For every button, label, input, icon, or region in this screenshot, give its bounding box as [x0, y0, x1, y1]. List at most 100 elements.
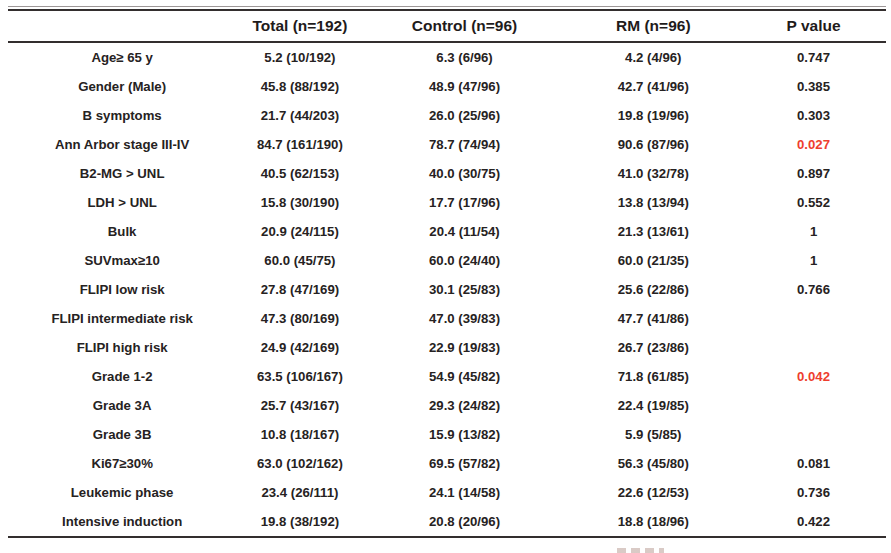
- cell-p: 0.552: [741, 188, 886, 217]
- cell-total: 63.5 (106/167): [236, 362, 363, 391]
- cell-total: 27.8 (47/169): [236, 275, 363, 304]
- cell-label: Grade 3A: [8, 391, 236, 420]
- cell-label: Grade 1-2: [8, 362, 236, 391]
- cell-total: 20.9 (24/115): [236, 217, 363, 246]
- table-row: Intensive induction19.8 (38/192)20.8 (20…: [8, 507, 886, 537]
- cell-label: LDH > UNL: [8, 188, 236, 217]
- cell-control: 78.7 (74/94): [364, 130, 566, 159]
- table-row: FLIPI low risk27.8 (47/169)30.1 (25/83)2…: [8, 275, 886, 304]
- cell-control: 20.8 (20/96): [364, 507, 566, 537]
- clipped-bottom-text-artifact: [617, 548, 664, 553]
- cell-total: 45.8 (88/192): [236, 72, 363, 101]
- cell-label: FLIPI intermediate risk: [8, 304, 236, 333]
- cell-control: 60.0 (24/40): [364, 246, 566, 275]
- cell-control: 17.7 (17/96): [364, 188, 566, 217]
- cell-rm: 41.0 (32/78): [566, 159, 742, 188]
- cell-p: 0.736: [741, 478, 886, 507]
- cell-p: 1: [741, 246, 886, 275]
- cell-control: 6.3 (6/96): [364, 42, 566, 72]
- cell-control: 26.0 (25/96): [364, 101, 566, 130]
- cell-total: 10.8 (18/167): [236, 420, 363, 449]
- cell-label: FLIPI high risk: [8, 333, 236, 362]
- clipped-table-title: Table 2 Baseline characteristics: [7, 0, 277, 5]
- cell-rm: 42.7 (41/96): [566, 72, 742, 101]
- cell-control: 30.1 (25/83): [364, 275, 566, 304]
- cell-rm: 18.8 (18/96): [566, 507, 742, 537]
- cell-rm: 25.6 (22/86): [566, 275, 742, 304]
- cell-total: 25.7 (43/167): [236, 391, 363, 420]
- cell-rm: 26.7 (23/86): [566, 333, 742, 362]
- cell-rm: 71.8 (61/85): [566, 362, 742, 391]
- top-rule-thin: [8, 6, 886, 7]
- cell-p: 0.027: [741, 130, 886, 159]
- cell-p: 0.766: [741, 275, 886, 304]
- header-control: Control (n=96): [364, 11, 566, 42]
- cell-control: 69.5 (57/82): [364, 449, 566, 478]
- cell-rm: 13.8 (13/94): [566, 188, 742, 217]
- cell-total: 19.8 (38/192): [236, 507, 363, 537]
- cell-rm: 5.9 (5/85): [566, 420, 742, 449]
- cell-p: 0.385: [741, 72, 886, 101]
- cell-label: SUVmax≥10: [8, 246, 236, 275]
- table-header: Total (n=192) Control (n=96) RM (n=96) P…: [8, 11, 886, 42]
- cell-total: 63.0 (102/162): [236, 449, 363, 478]
- cell-total: 23.4 (26/111): [236, 478, 363, 507]
- cell-total: 84.7 (161/190): [236, 130, 363, 159]
- cell-control: 22.9 (19/83): [364, 333, 566, 362]
- data-table: Total (n=192) Control (n=96) RM (n=96) P…: [8, 11, 886, 538]
- cell-control: 40.0 (30/75): [364, 159, 566, 188]
- cell-label: Intensive induction: [8, 507, 236, 537]
- table-row: B2-MG > UNL40.5 (62/153)40.0 (30/75)41.0…: [8, 159, 886, 188]
- table-row: SUVmax≥1060.0 (45/75)60.0 (24/40)60.0 (2…: [8, 246, 886, 275]
- header-rm: RM (n=96): [566, 11, 742, 42]
- cell-p: 0.081: [741, 449, 886, 478]
- cell-p: [741, 391, 886, 420]
- table-row: Ki67≥30%63.0 (102/162)69.5 (57/82)56.3 (…: [8, 449, 886, 478]
- table-row: Grade 3B10.8 (18/167)15.9 (13/82)5.9 (5/…: [8, 420, 886, 449]
- header-empty-cell: [8, 11, 236, 42]
- cell-control: 48.9 (47/96): [364, 72, 566, 101]
- table-row: Age≥ 65 y5.2 (10/192)6.3 (6/96)4.2 (4/96…: [8, 42, 886, 72]
- cell-label: Leukemic phase: [8, 478, 236, 507]
- cell-p: 0.747: [741, 42, 886, 72]
- cell-total: 15.8 (30/190): [236, 188, 363, 217]
- cell-p: [741, 420, 886, 449]
- cell-rm: 21.3 (13/61): [566, 217, 742, 246]
- cell-rm: 47.7 (41/86): [566, 304, 742, 333]
- cell-label: Bulk: [8, 217, 236, 246]
- table-row: B symptoms21.7 (44/203)26.0 (25/96)19.8 …: [8, 101, 886, 130]
- cell-label: B2-MG > UNL: [8, 159, 236, 188]
- cell-p: 1: [741, 217, 886, 246]
- cell-label: B symptoms: [8, 101, 236, 130]
- cell-p: 0.042: [741, 362, 886, 391]
- cell-rm: 4.2 (4/96): [566, 42, 742, 72]
- cell-control: 54.9 (45/82): [364, 362, 566, 391]
- cell-p: [741, 304, 886, 333]
- cell-rm: 60.0 (21/35): [566, 246, 742, 275]
- cell-total: 5.2 (10/192): [236, 42, 363, 72]
- table-row: Bulk20.9 (24/115)20.4 (11/54)21.3 (13/61…: [8, 217, 886, 246]
- baseline-characteristics-table: Total (n=192) Control (n=96) RM (n=96) P…: [8, 6, 886, 538]
- cell-total: 21.7 (44/203): [236, 101, 363, 130]
- cell-rm: 22.4 (19/85): [566, 391, 742, 420]
- header-total: Total (n=192): [236, 11, 363, 42]
- cell-rm: 22.6 (12/53): [566, 478, 742, 507]
- table-row: LDH > UNL15.8 (30/190)17.7 (17/96)13.8 (…: [8, 188, 886, 217]
- cell-p: 0.422: [741, 507, 886, 537]
- cell-p: 0.897: [741, 159, 886, 188]
- cell-label: Gender (Male): [8, 72, 236, 101]
- cell-p: 0.303: [741, 101, 886, 130]
- cell-control: 15.9 (13/82): [364, 420, 566, 449]
- cell-total: 24.9 (42/169): [236, 333, 363, 362]
- cell-total: 60.0 (45/75): [236, 246, 363, 275]
- cell-control: 47.0 (39/83): [364, 304, 566, 333]
- table-row: Ann Arbor stage III-IV84.7 (161/190)78.7…: [8, 130, 886, 159]
- table-row: FLIPI intermediate risk47.3 (80/169)47.0…: [8, 304, 886, 333]
- cell-control: 24.1 (14/58): [364, 478, 566, 507]
- cell-label: Grade 3B: [8, 420, 236, 449]
- cell-label: Age≥ 65 y: [8, 42, 236, 72]
- table-row: Grade 1-263.5 (106/167)54.9 (45/82)71.8 …: [8, 362, 886, 391]
- cell-rm: 19.8 (19/96): [566, 101, 742, 130]
- cell-total: 47.3 (80/169): [236, 304, 363, 333]
- header-pvalue: P value: [741, 11, 886, 42]
